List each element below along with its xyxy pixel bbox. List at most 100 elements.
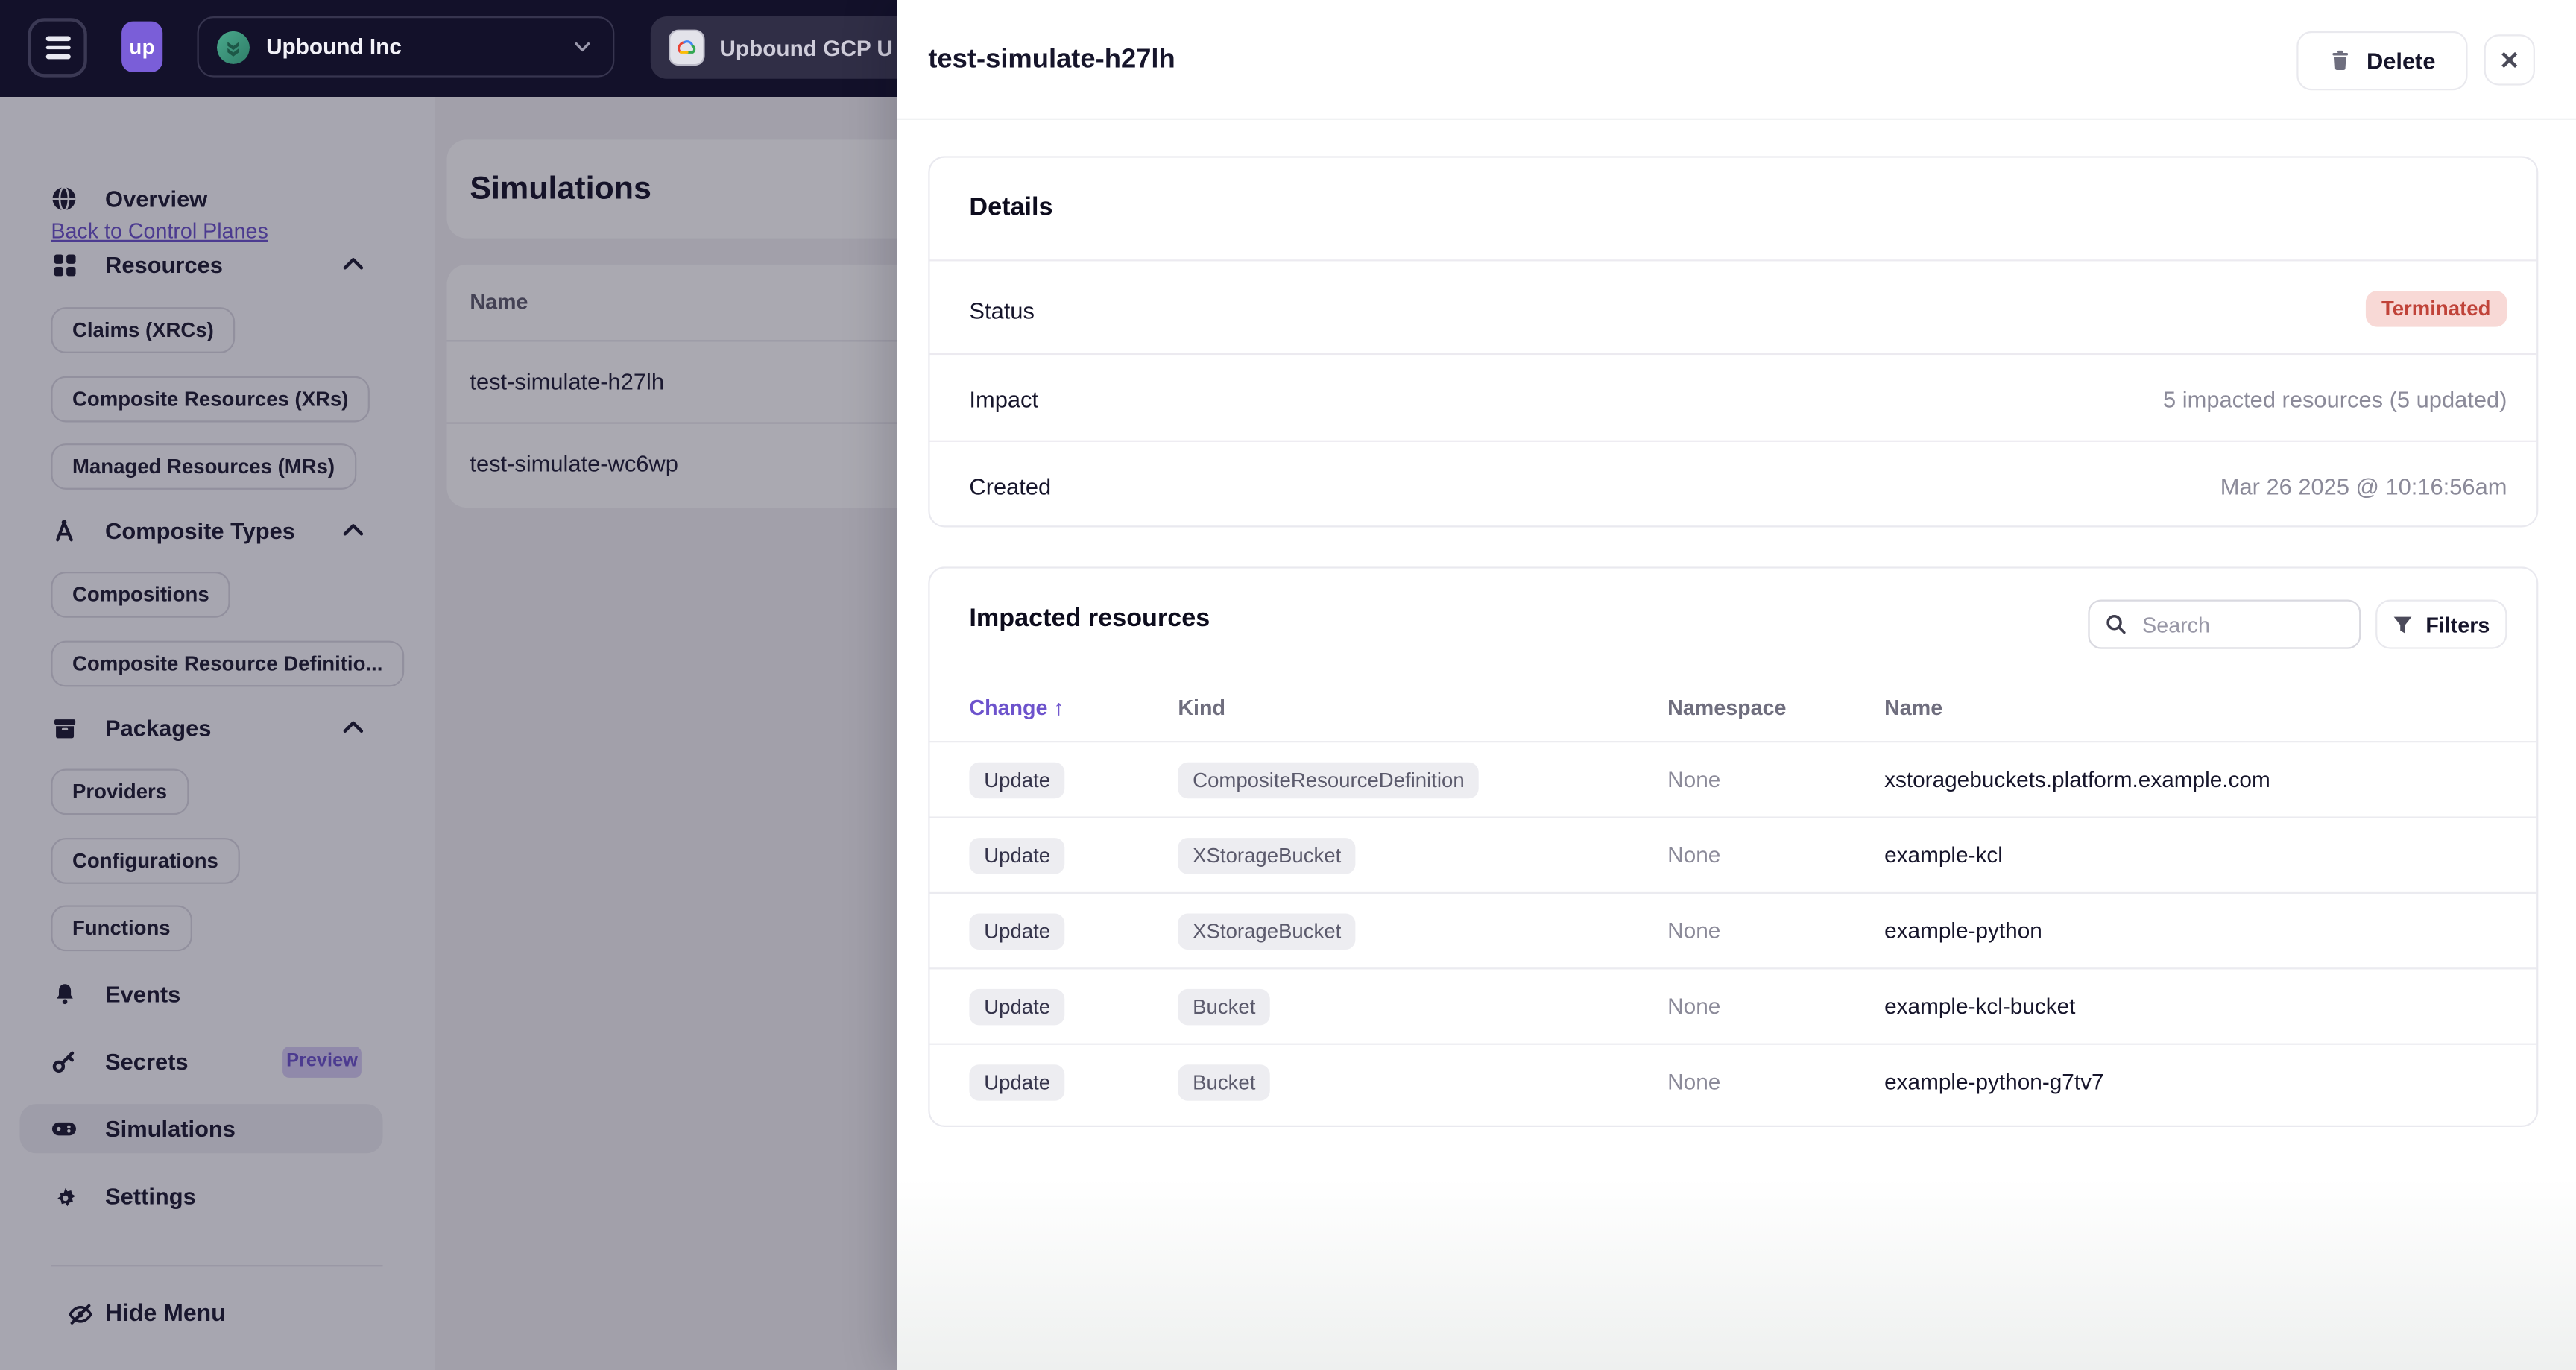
table-divider — [929, 816, 2537, 818]
name-cell: example-kcl-bucket — [1884, 994, 2076, 1019]
namespace-cell: None — [1667, 918, 1721, 944]
control-plane-tab-label: Upbound GCP U — [719, 35, 893, 60]
sidebar-section-label: Resources — [105, 251, 223, 278]
gcp-icon — [669, 29, 705, 66]
table-divider — [929, 741, 2537, 743]
preview-badge: Preview — [282, 1045, 362, 1077]
kind-badge: Bucket — [1178, 1064, 1271, 1100]
created-value: Mar 26 2025 @ 10:16:56am — [2220, 473, 2507, 500]
trash-icon — [2329, 48, 2353, 74]
impacted-row[interactable]: Update Bucket None example-kcl-bucket — [930, 969, 2537, 1043]
sidebar-section-composite-types[interactable]: Composite Types — [0, 506, 435, 555]
sidebar-item-settings[interactable]: Settings — [0, 1172, 435, 1221]
sidebar-pill-compositions[interactable]: Compositions — [51, 572, 231, 618]
kind-badge: XStorageBucket — [1178, 836, 1357, 874]
change-badge: Update — [969, 988, 1065, 1025]
impacted-row[interactable]: Update CompositeResourceDefinition None … — [930, 742, 2537, 816]
namespace-cell: None — [1667, 994, 1721, 1019]
impacted-row[interactable]: Update Bucket None example-python-g7tv7 — [930, 1045, 2537, 1119]
column-header-kind: Kind — [1178, 695, 1226, 720]
namespace-cell: None — [1667, 842, 1721, 868]
status-label: Status — [969, 297, 1035, 324]
upbound-logo[interactable]: up — [121, 21, 163, 72]
chevron-up-icon[interactable] — [340, 715, 366, 741]
globe-icon — [51, 186, 77, 212]
overlay-scrim[interactable] — [0, 97, 897, 1370]
name-cell: example-python — [1884, 918, 2042, 944]
sidebar-section-label: Packages — [105, 714, 212, 742]
close-button[interactable]: ✕ — [2484, 34, 2535, 86]
namespace-cell: None — [1667, 767, 1721, 792]
namespace-cell: None — [1667, 1069, 1721, 1094]
sidebar: Back to Control Planes Overview Resource… — [0, 97, 436, 1370]
search-input[interactable] — [2138, 610, 2327, 639]
sidebar-section-packages[interactable]: Packages — [0, 703, 435, 752]
gear-icon — [51, 1183, 77, 1209]
kind-badge: CompositeResourceDefinition — [1178, 761, 1480, 798]
sidebar-pill-composite-resources[interactable]: Composite Resources (XRs) — [51, 376, 370, 423]
sidebar-pill-claims[interactable]: Claims (XRCs) — [51, 307, 236, 353]
drawer-title: test-simulate-h27lh — [928, 44, 1175, 75]
menu-toggle-button[interactable] — [28, 18, 87, 78]
org-name: Upbound Inc — [266, 34, 402, 60]
kind-badge: XStorageBucket — [1178, 912, 1357, 949]
sidebar-item-secrets[interactable]: Secrets Preview — [0, 1037, 435, 1086]
sidebar-item-overview[interactable]: Overview — [0, 174, 435, 224]
sidebar-pill-providers[interactable]: Providers — [51, 768, 189, 815]
impact-label: Impact — [969, 385, 1039, 413]
sidebar-pill-managed-resources[interactable]: Managed Resources (MRs) — [51, 443, 356, 490]
impacted-row[interactable]: Update XStorageBucket None example-pytho… — [930, 894, 2537, 967]
table-divider — [929, 1043, 2537, 1045]
delete-button[interactable]: Delete — [2296, 31, 2468, 91]
table-divider — [929, 891, 2537, 894]
column-header-change[interactable]: Change ↑ — [969, 695, 1064, 720]
impacted-resources-card: Impacted resources Filters Change ↑ Kind… — [928, 566, 2539, 1128]
change-badge: Update — [969, 836, 1065, 874]
sidebar-divider — [51, 1265, 383, 1267]
org-avatar — [216, 30, 250, 63]
card-divider — [929, 440, 2537, 442]
card-divider — [929, 259, 2537, 262]
package-icon — [51, 715, 77, 741]
grid-icon — [51, 251, 77, 277]
sidebar-section-label: Composite Types — [105, 517, 295, 544]
delete-button-label: Delete — [2366, 47, 2436, 75]
sidebar-item-label: Simulations — [105, 1115, 236, 1142]
org-switcher[interactable]: Upbound Inc — [197, 16, 615, 78]
filters-button[interactable]: Filters — [2375, 599, 2507, 649]
status-badge: Terminated — [2364, 291, 2507, 327]
column-header-name: Name — [470, 288, 528, 314]
sidebar-pill-configurations[interactable]: Configurations — [51, 838, 240, 884]
chevron-up-icon[interactable] — [340, 251, 366, 277]
created-label: Created — [969, 473, 1052, 500]
sidebar-section-resources[interactable]: Resources — [0, 240, 435, 289]
search-box — [2088, 599, 2361, 649]
simulation-name: test-simulate-wc6wp — [470, 449, 678, 477]
sidebar-item-simulations[interactable]: Simulations — [0, 1104, 435, 1153]
sidebar-item-events[interactable]: Events — [0, 969, 435, 1018]
sidebar-pill-functions[interactable]: Functions — [51, 905, 192, 952]
hide-menu-button[interactable]: Hide Menu — [0, 1289, 435, 1339]
drawer-header: test-simulate-h27lh Delete ✕ — [897, 0, 2576, 120]
details-heading: Details — [969, 194, 1053, 222]
name-cell: example-kcl — [1884, 842, 2003, 868]
sidebar-item-label: Overview — [105, 186, 208, 212]
gamepad-icon — [51, 1116, 77, 1142]
impacted-row[interactable]: Update XStorageBucket None example-kcl — [930, 818, 2537, 892]
name-cell: xstoragebuckets.platform.example.com — [1884, 767, 2270, 792]
close-icon: ✕ — [2498, 46, 2520, 75]
impacted-resources-heading: Impacted resources — [969, 604, 1210, 633]
table-row[interactable]: test-simulate-h27lh — [447, 341, 2576, 422]
sidebar-item-label: Events — [105, 980, 181, 1008]
change-badge: Update — [969, 912, 1065, 949]
sidebar-pill-xrds[interactable]: Composite Resource Definitio... — [51, 640, 405, 687]
bell-icon — [51, 981, 77, 1007]
back-to-control-planes-link[interactable]: Back to Control Planes — [51, 218, 268, 244]
column-header-name: Name — [1884, 695, 1943, 720]
table-row[interactable]: test-simulate-wc6wp — [447, 424, 2576, 505]
chevron-down-icon — [572, 36, 593, 57]
chevron-up-icon[interactable] — [340, 517, 366, 543]
column-header-namespace: Namespace — [1667, 695, 1787, 720]
impact-value: 5 impacted resources (5 updated) — [2163, 385, 2507, 413]
filter-icon — [2393, 613, 2414, 635]
